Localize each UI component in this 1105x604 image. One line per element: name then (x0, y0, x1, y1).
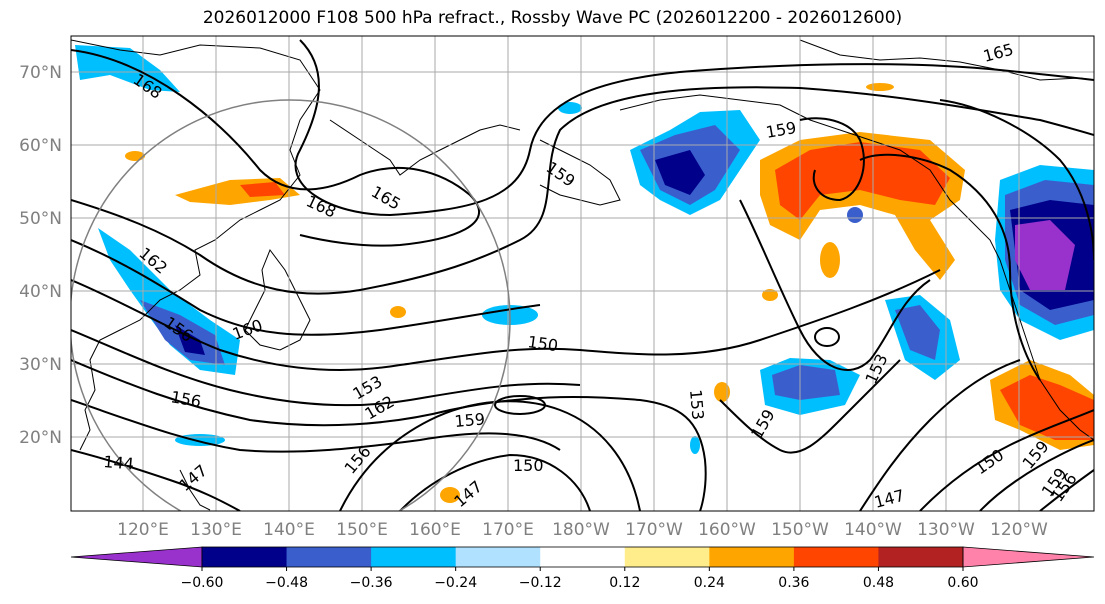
map-title: 2026012000 F108 500 hPa refract., Rossby… (202, 8, 903, 28)
anomaly-negative (895, 305, 940, 360)
longitude-label: 160°W (698, 520, 756, 540)
anomaly-negative (558, 102, 582, 114)
map-frame (70, 35, 1095, 512)
longitude-label: 180°W (552, 520, 610, 540)
colorbar-tick-label: −0.48 (265, 575, 308, 591)
colorbar-bin (455, 547, 541, 567)
contour-label: 159 (454, 409, 486, 431)
great-circle-range (71, 99, 511, 511)
latitude-label: 40°N (19, 282, 62, 302)
longitude-label: 160°E (409, 520, 461, 540)
longitude-label: 120°E (117, 520, 169, 540)
colorbar-tick-label: −0.24 (434, 575, 477, 591)
anomaly-positive (440, 487, 460, 503)
anomaly-negative (772, 365, 840, 400)
longitude-label: 170°W (625, 520, 683, 540)
map-content (71, 36, 1094, 511)
anomaly-negative (1015, 220, 1075, 290)
colorbar-tick-label: 0.12 (609, 575, 640, 591)
longitude-label: 150°W (771, 520, 829, 540)
map-background (71, 36, 1094, 511)
anomaly-positive (762, 289, 778, 301)
anomaly-positive (125, 151, 145, 161)
colorbar: −0.60 −0.48 −0.36 −0.24 −0.12 0.12 0.24 0.36 0.4… (70, 546, 1095, 591)
longitude-label: 130°E (190, 520, 242, 540)
anomaly-negative (690, 436, 700, 454)
longitude-label: 170°E (482, 520, 534, 540)
colorbar-extension-high (962, 546, 1095, 568)
anomaly-positive (714, 382, 730, 402)
anomaly-negative (175, 434, 225, 446)
anomaly-negative (847, 207, 863, 223)
colorbar-bin (371, 547, 457, 567)
contour-label: 153 (686, 389, 708, 421)
coastlines (71, 39, 1094, 511)
anomaly-negative (655, 150, 705, 195)
colorbar-tick-label: 0.24 (694, 575, 725, 591)
anomaly-positive (1000, 375, 1094, 440)
latitude-label: 30°N (19, 355, 62, 375)
latitude-label: 50°N (19, 209, 62, 229)
colorbar-bin (202, 547, 288, 567)
contour-label: 150 (526, 332, 559, 355)
colorbar-bin (709, 547, 795, 567)
latitude-label: 20°N (19, 428, 62, 448)
geopotential-contours (71, 39, 1094, 511)
latitude-label: 60°N (19, 136, 62, 156)
latitude-labels: 70°N 60°N 50°N 40°N 30°N 20°N (19, 63, 62, 448)
longitude-label: 140°E (263, 520, 315, 540)
latitude-label: 70°N (19, 63, 62, 83)
longitude-label: 150°E (336, 520, 388, 540)
colorbar-tick-label: −0.36 (350, 575, 393, 591)
colorbar-bin (540, 547, 626, 567)
longitude-label: 140°W (844, 520, 902, 540)
contour-label: 144 (103, 452, 135, 474)
colorbar-tick-label: −0.12 (519, 575, 562, 591)
longitude-labels: 120°E 130°E 140°E 150°E 160°E 170°E 180°… (117, 520, 1048, 540)
contour-label: 150 (513, 456, 544, 475)
anomaly-positive (820, 242, 840, 278)
colorbar-bin (878, 547, 964, 567)
longitude-label: 120°W (990, 520, 1048, 540)
colorbar-extension-low (70, 546, 203, 568)
colorbar-tick-label: −0.60 (181, 575, 224, 591)
anomaly-positive (240, 182, 285, 197)
longitude-label: 130°W (917, 520, 975, 540)
colorbar-tick-label: 0.60 (947, 575, 978, 591)
colorbar-bin (793, 547, 879, 567)
anomaly-positive (866, 83, 894, 91)
anomaly-positive (775, 142, 950, 220)
colorbar-frame (201, 546, 964, 568)
colorbar-tick-label: 0.36 (778, 575, 809, 591)
colorbar-bin (624, 547, 710, 567)
anomaly-positive (390, 306, 406, 318)
colorbar-tick-label: 0.48 (863, 575, 894, 591)
colorbar-bin (286, 547, 372, 567)
